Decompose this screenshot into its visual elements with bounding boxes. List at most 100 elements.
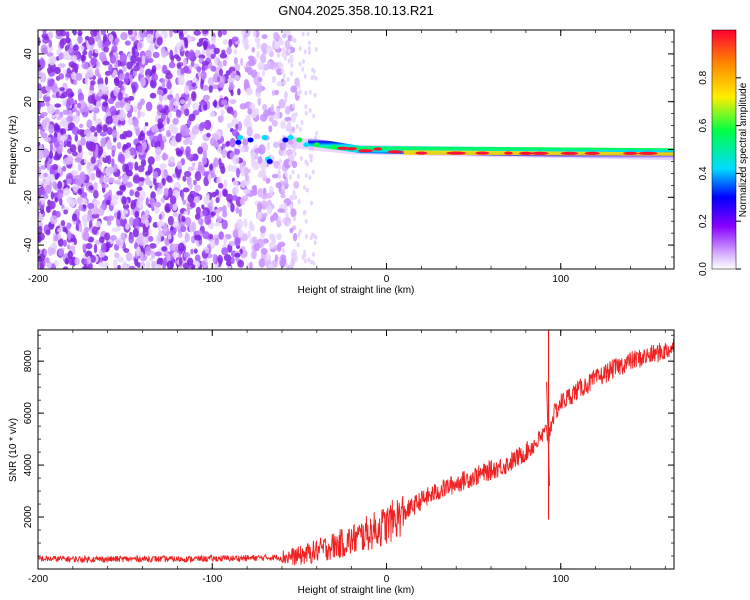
spectrogram-noise-blob: [124, 102, 131, 112]
spectrogram-noise-blob: [236, 218, 244, 229]
spectrogram-sparse-blob: [301, 59, 305, 65]
spectrogram-sparse-blob: [296, 242, 300, 248]
spectrogram-noise-blob: [240, 180, 246, 189]
spectrogram-noise-blob: [190, 248, 194, 255]
spectrogram-noise-blob: [90, 80, 96, 86]
spectrogram-noise-blob: [85, 242, 93, 250]
spectrogram-noise-blob: [114, 76, 120, 87]
spectrogram-noise-blob: [237, 259, 245, 268]
spectrogram-noise-blob: [38, 235, 42, 243]
spectrogram-noise: [38, 30, 319, 269]
spectrogram-noise-blob: [155, 264, 162, 269]
spectrogram-noise-blob: [117, 265, 121, 269]
spectrogram-noise-blob: [151, 260, 156, 269]
spectrogram-noise-blob: [175, 42, 182, 51]
spectrogram-noise-blob: [172, 117, 179, 125]
spectrogram-sparse-blob: [304, 104, 308, 110]
spectrogram-sparse-blob: [279, 36, 283, 42]
spectrogram-noise-blob: [76, 129, 85, 135]
spectrogram-noise-blob: [154, 146, 162, 156]
spectrogram-noise-blob: [95, 170, 102, 178]
snr-line: [38, 338, 674, 566]
snr-xtick-label: 100: [552, 574, 569, 585]
snr-xtick-label: 0: [384, 574, 390, 585]
spectrogram-noise-blob: [182, 187, 190, 193]
spectrogram-noise-blob: [235, 206, 239, 214]
spectrogram-noise-blob: [120, 112, 127, 117]
spectrogram-noise-blob: [251, 236, 258, 244]
spectrogram-noise-blob: [194, 254, 201, 262]
spectrogram-noise-blob: [99, 131, 107, 137]
spectrogram-noise-blob: [111, 149, 115, 158]
spectrogram-noise-blob: [194, 171, 202, 182]
spectrogram-noise-blob: [143, 236, 148, 245]
spectrogram-sparse-blob: [301, 254, 305, 260]
spectrogram-noise-blob: [158, 93, 163, 103]
spectrogram-noise-blob: [272, 31, 279, 41]
spectrogram-noise-blob: [77, 92, 85, 103]
spectrogram-noise-blob: [227, 164, 233, 172]
spectrogram-noise-blob: [188, 113, 196, 122]
spectrogram-noise-blob: [74, 134, 79, 142]
carrier-peak: [358, 149, 374, 153]
spectrogram-noise-blob: [83, 128, 92, 136]
colorbar-label: Normalized spectral amplitude: [738, 82, 749, 217]
carrier-peak: [387, 150, 403, 154]
spectrogram-noise-blob: [204, 248, 210, 254]
spectrogram-noise-blob: [82, 231, 90, 242]
spectrogram-noise-blob: [290, 208, 297, 218]
spectrogram-noise-blob: [177, 75, 185, 86]
spectrogram-noise-blob: [257, 97, 262, 106]
spectrogram-noise-blob: [232, 229, 239, 239]
spectrogram-noise-blob: [284, 116, 292, 122]
spectrogram-noise-blob: [106, 127, 114, 136]
spectrogram-noise-blob: [250, 250, 256, 260]
spectrogram-noise-blob: [219, 52, 228, 59]
spectrogram-noise-blob: [153, 135, 159, 143]
spectrogram-noise-blob: [104, 232, 111, 241]
spectrogram-sparse-blob: [308, 153, 312, 159]
spectrogram-noise-blob: [173, 54, 180, 60]
spectrogram-noise-blob: [200, 261, 207, 266]
spectrogram-noise-blob: [258, 77, 263, 83]
spectrogram-noise-blob: [143, 125, 147, 134]
spectrogram-sparse-blob: [303, 258, 307, 264]
spectrogram-noise-blob: [111, 114, 119, 124]
spectrogram-noise-blob: [287, 154, 295, 161]
spectrogram-noise-blob: [49, 215, 58, 225]
spectrogram-sparse-blob: [304, 173, 308, 179]
spectrogram-noise-blob: [94, 108, 99, 114]
spectrogram-noise-blob: [99, 156, 103, 162]
spectrogram-sparse-blob: [284, 97, 288, 103]
spectrogram-sparse-blob: [307, 257, 311, 263]
spectrogram-noise-blob: [253, 133, 261, 140]
spectrogram-sparse-blob: [299, 156, 303, 162]
spectrogram-noise-blob: [244, 66, 249, 73]
spectrogram-noise-blob: [221, 247, 229, 256]
spectrogram-noise-blob: [181, 127, 186, 137]
spectrogram-sparse-blob: [309, 157, 313, 163]
carrier-onset-blob: [287, 135, 294, 141]
spectrogram-noise-blob: [123, 143, 127, 151]
spectrogram-noise-blob: [195, 195, 200, 203]
spectrogram-noise-blob: [268, 110, 276, 116]
spectrogram-noise-blob: [291, 254, 299, 263]
spectrogram-noise-blob: [140, 31, 146, 39]
spectrogram-sparse-blob: [303, 209, 307, 215]
spectrogram-noise-blob: [260, 200, 268, 210]
spectrogram-noise-blob: [83, 227, 90, 233]
snr-xlabel: Height of straight line (km): [298, 585, 415, 596]
spectrogram-noise-blob: [148, 235, 154, 242]
spectrogram-noise-blob: [176, 68, 181, 76]
spectrogram-noise-blob: [213, 47, 220, 55]
spectrogram-noise-blob: [234, 237, 241, 247]
spectrogram-noise-blob: [161, 78, 166, 89]
spectrogram-noise-blob: [221, 30, 228, 36]
spectrogram-noise-blob: [219, 114, 224, 122]
spectrogram-noise-blob: [201, 49, 206, 55]
spectrogram-noise-blob: [195, 206, 201, 215]
spectrogram-noise-blob: [236, 167, 240, 178]
spectrogram-noise-blob: [212, 253, 217, 265]
spectrogram-noise-blob: [182, 58, 188, 68]
spectrogram-noise-blob: [214, 221, 221, 227]
